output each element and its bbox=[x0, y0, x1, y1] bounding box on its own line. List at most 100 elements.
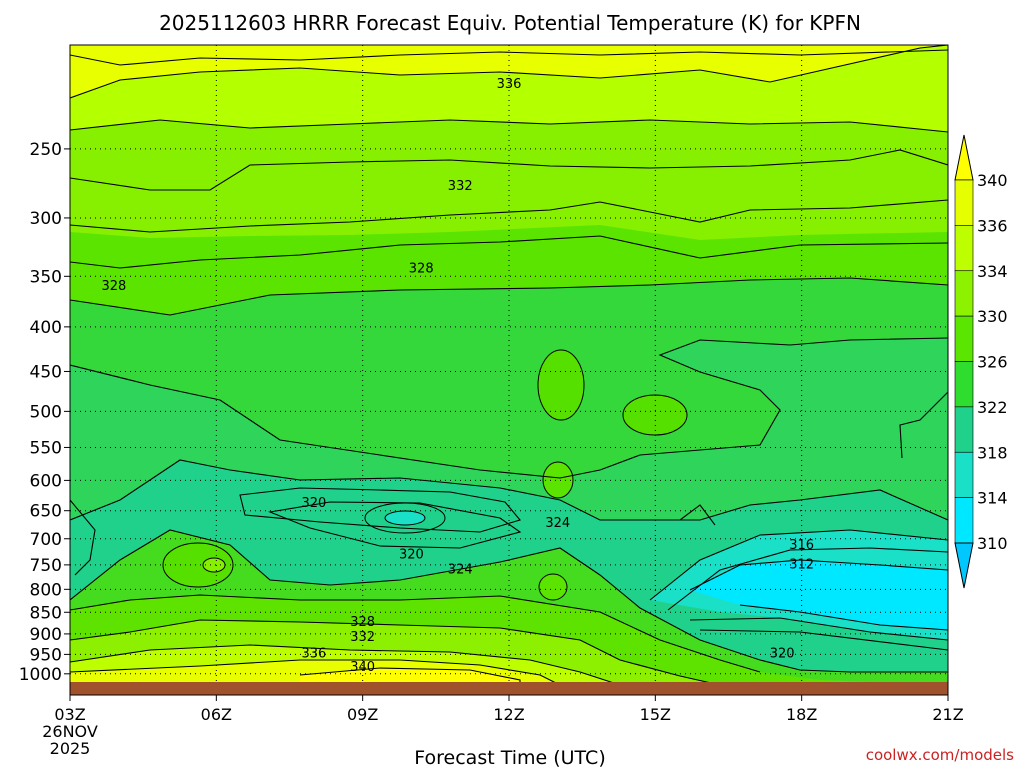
contour-label: 336 bbox=[301, 646, 326, 661]
y-tick-label: 700 bbox=[30, 530, 62, 550]
contour-label: 332 bbox=[448, 179, 473, 194]
colorbar-label: 334 bbox=[977, 262, 1008, 281]
blob-13z-450 bbox=[537, 349, 585, 421]
colorbar: 340 336 334 330 326 322 318 314 310 bbox=[954, 134, 1008, 589]
y-tick-label: 950 bbox=[30, 645, 62, 665]
x-tick-label: 18Z bbox=[786, 705, 817, 724]
contour-line bbox=[70, 459, 948, 521]
colorbar-label: 318 bbox=[977, 443, 1008, 462]
contour-line bbox=[70, 337, 948, 479]
contour-line bbox=[679, 504, 716, 526]
y-tick-label: 800 bbox=[30, 580, 62, 600]
contour-label: 320 bbox=[301, 496, 326, 511]
contour-line bbox=[699, 629, 948, 651]
ground-strip bbox=[70, 682, 948, 695]
y-tick-label: 300 bbox=[30, 209, 62, 229]
contour-label: 316 bbox=[789, 538, 814, 553]
blob-13z-620 bbox=[542, 461, 574, 499]
x-axis-label: Forecast Time (UTC) bbox=[414, 747, 605, 768]
contour-line bbox=[70, 149, 948, 191]
contour-label: 312 bbox=[789, 557, 814, 572]
site-credit[interactable]: coolwx.com/models bbox=[866, 746, 1014, 764]
contour-line bbox=[70, 619, 721, 685]
y-tick-label: 900 bbox=[30, 625, 62, 645]
colorbar-swatch bbox=[954, 315, 974, 362]
contour-label: 332 bbox=[350, 630, 375, 645]
y-tick-label: 850 bbox=[30, 603, 62, 623]
blob-13z-800 bbox=[538, 573, 568, 601]
contour-line bbox=[689, 559, 948, 591]
colorbar-swatch bbox=[954, 270, 974, 317]
colorbar-label: 340 bbox=[977, 171, 1008, 190]
colorbar-label: 310 bbox=[977, 534, 1008, 553]
colorbar-bottom-arrow bbox=[954, 542, 974, 589]
y-tick-label: 550 bbox=[30, 438, 62, 458]
contour-line bbox=[70, 199, 948, 233]
colorbar-label: 326 bbox=[977, 353, 1008, 372]
colorbar-label: 330 bbox=[977, 307, 1008, 326]
y-tick-label: 600 bbox=[30, 471, 62, 491]
y-tick-label: 650 bbox=[30, 502, 62, 522]
contour-labels: 3363323283283203243203243163123283323363… bbox=[101, 77, 814, 675]
blob-05z-760 bbox=[162, 542, 234, 588]
colorbar-label: 336 bbox=[977, 216, 1008, 235]
chart-title: 2025112603 HRRR Forecast Equiv. Potentia… bbox=[159, 11, 861, 35]
contour-label: 320 bbox=[399, 548, 424, 563]
contour-line bbox=[299, 667, 521, 685]
contour-line bbox=[70, 529, 948, 673]
contour-label: 320 bbox=[770, 646, 795, 661]
band-level-9 bbox=[70, 45, 948, 98]
y-tick-label: 250 bbox=[30, 140, 62, 160]
contour-label: 336 bbox=[497, 77, 522, 92]
contour-label: 328 bbox=[101, 279, 126, 294]
contour-label: 328 bbox=[350, 615, 375, 630]
blob-10z-680-inner bbox=[384, 510, 426, 526]
contour-label: 340 bbox=[350, 660, 375, 675]
y-tick-label: 450 bbox=[30, 362, 62, 382]
contour-line bbox=[70, 659, 561, 685]
band-level-1 bbox=[690, 560, 948, 630]
grid-lines bbox=[70, 45, 948, 685]
contour-line bbox=[649, 529, 948, 601]
contour-line bbox=[70, 49, 948, 66]
axes: 2503003504004505005506006507007508008509… bbox=[19, 140, 964, 724]
y-tick-label: 350 bbox=[30, 267, 62, 287]
contour-line bbox=[70, 644, 621, 685]
contour-line bbox=[70, 499, 96, 576]
contour-line bbox=[739, 604, 948, 631]
y-tick-label: 750 bbox=[30, 556, 62, 576]
x-tick-label: 06Z bbox=[201, 705, 232, 724]
contour-label: 324 bbox=[448, 562, 473, 577]
contour-line bbox=[70, 235, 948, 269]
contour-line bbox=[899, 391, 948, 459]
colorbar-swatch bbox=[954, 179, 974, 226]
x-tick-label: 15Z bbox=[640, 705, 671, 724]
contour-line bbox=[70, 594, 761, 673]
contour-line bbox=[239, 487, 521, 533]
blob-05z-760-inner bbox=[202, 557, 226, 573]
y-tick-label: 500 bbox=[30, 402, 62, 422]
colorbar-swatch bbox=[954, 451, 974, 498]
contour-label: 324 bbox=[545, 516, 570, 531]
date-line-2: 2025 bbox=[50, 739, 91, 758]
x-tick-label: 12Z bbox=[493, 705, 524, 724]
contour-label: 328 bbox=[409, 262, 434, 277]
contour-line bbox=[267, 501, 522, 549]
plot-area bbox=[70, 45, 948, 685]
x-tick-label: 03Z bbox=[54, 705, 85, 724]
contour-lines bbox=[70, 45, 948, 685]
band-level-10-lower bbox=[300, 668, 520, 685]
colorbar-swatch bbox=[954, 225, 974, 272]
date-line-1: 26NOV bbox=[42, 722, 98, 741]
y-tick-label: 400 bbox=[30, 318, 62, 338]
contour-line bbox=[70, 277, 948, 316]
colorbar-swatch bbox=[954, 361, 974, 408]
x-tick-label: 21Z bbox=[932, 705, 963, 724]
colorbar-label: 314 bbox=[977, 489, 1008, 508]
plot-frame bbox=[69, 44, 949, 696]
contour-line bbox=[689, 617, 948, 641]
x-tick-label: 09Z bbox=[347, 705, 378, 724]
colorbar-top-arrow bbox=[954, 134, 974, 181]
y-tick-label: 1000 bbox=[19, 665, 62, 685]
